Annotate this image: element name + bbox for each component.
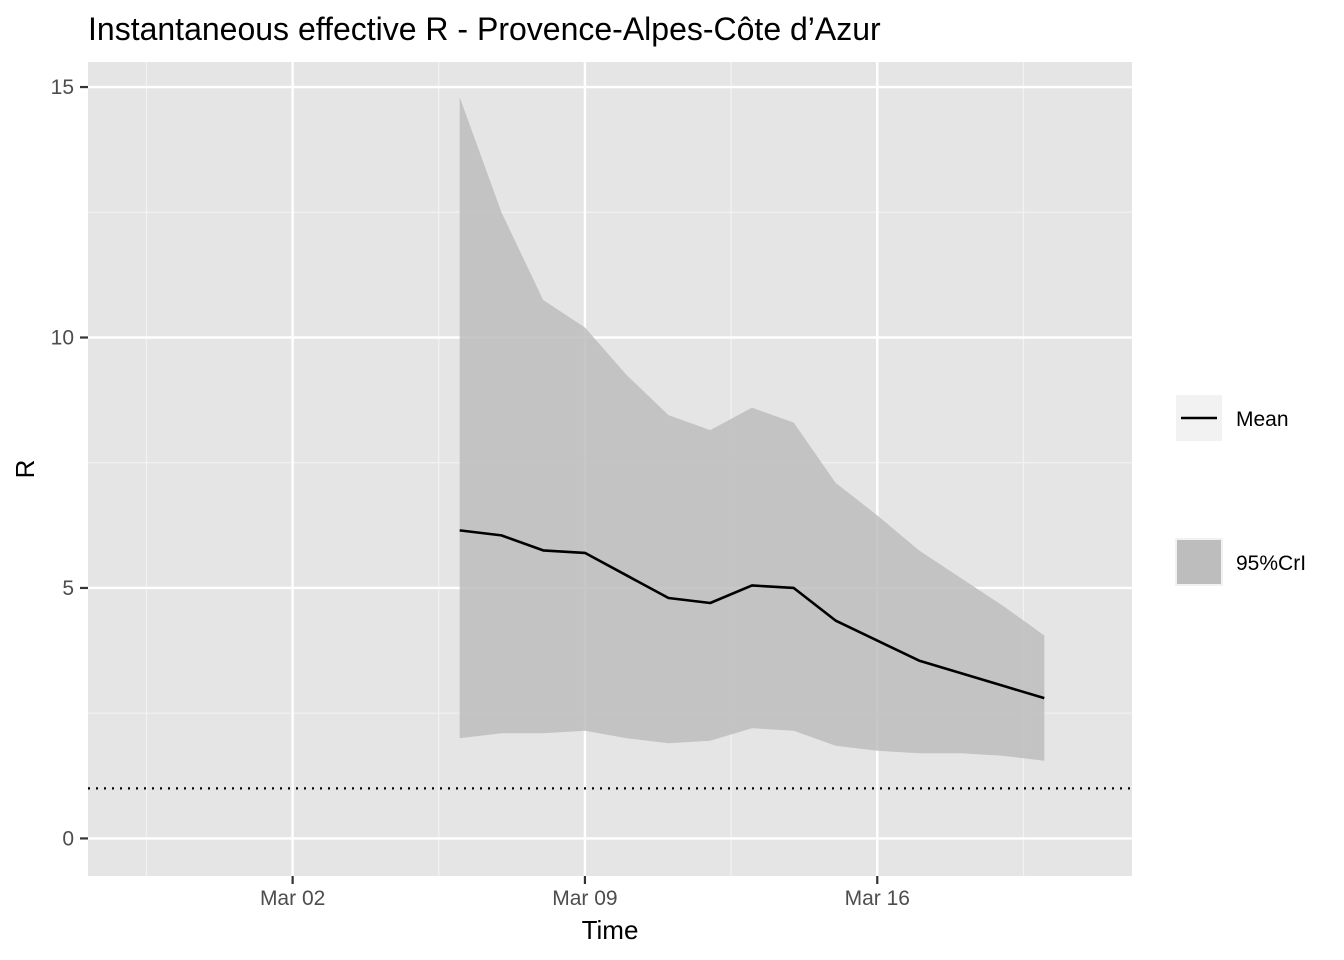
y-axis-title: R (10, 460, 40, 479)
grid-lines (88, 62, 1132, 876)
y-tick-label: 5 (62, 577, 74, 600)
legend: Mean 95%CrI (1175, 395, 1306, 586)
y-tick-label: 10 (51, 327, 74, 350)
x-tick-label: Mar 02 (260, 887, 325, 910)
x-axis-title: Time (582, 915, 639, 945)
ci-band-polygon (459, 97, 1045, 761)
legend-label: Mean (1236, 408, 1289, 431)
credible-interval-band (459, 97, 1045, 761)
y-tick-label: 15 (51, 76, 74, 99)
x-tick-label: Mar 09 (552, 887, 617, 910)
legend-label: 95%CrI (1236, 552, 1306, 575)
mean-line-layer (459, 529, 1045, 700)
legend-key-ci-fill (1175, 538, 1223, 586)
y-tick-label: 0 (62, 827, 74, 850)
axes: 0 5 10 15 Mar 02 Mar 09 Mar 16 (51, 76, 910, 910)
x-tick-label: Mar 16 (845, 887, 910, 910)
chart-title: Instantaneous effective R - Provence-Alp… (88, 11, 881, 47)
mean-line (459, 529, 1045, 700)
